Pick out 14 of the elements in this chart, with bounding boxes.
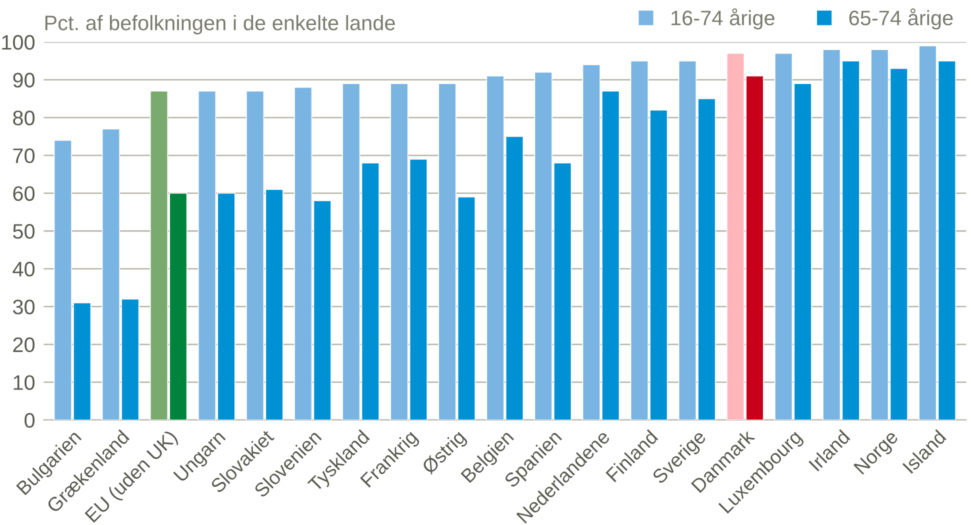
y-tick-label: 80	[13, 110, 35, 126]
y-tick-label: 10	[14, 375, 35, 390]
y-tick-label: 50	[13, 224, 35, 239]
y-tick-label: 20	[13, 337, 35, 352]
y-tick-label: 30	[12, 300, 35, 314]
y-tick-label: 60	[13, 186, 35, 201]
legend-label: 65-74 årige	[849, 8, 953, 30]
y-tick-label: 100	[2, 35, 35, 50]
y-axis-title: Pct. af befolkningen i de enkelte lande	[45, 15, 395, 34]
y-tick-label: 0	[24, 413, 35, 428]
y-tick-label: 40	[12, 262, 35, 277]
y-tick-label: 70	[13, 148, 35, 164]
y-tick-label: 90	[13, 72, 35, 88]
legend-label: 16-74 årige	[672, 8, 774, 30]
